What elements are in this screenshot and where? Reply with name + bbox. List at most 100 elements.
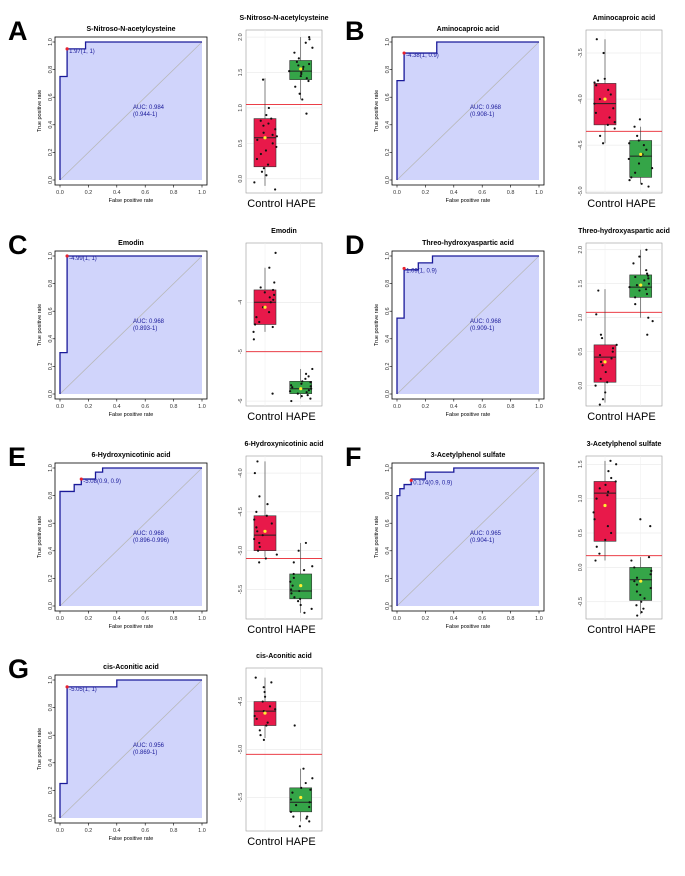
- box-data-point: [253, 323, 257, 326]
- box-ytick-label: -4.5: [238, 507, 244, 516]
- roc-ytick-label: 0.6: [385, 307, 391, 315]
- box-mean-point: [263, 305, 267, 309]
- roc-xtick-label: 1.0: [198, 190, 206, 196]
- box-data-point: [292, 815, 295, 818]
- box-data-point: [309, 381, 312, 384]
- box-data-point: [599, 377, 602, 380]
- roc-ytick-label: 0.4: [48, 759, 54, 767]
- roc-diagonal: [59, 255, 203, 395]
- roc-ylabel: True positive rate: [37, 516, 43, 558]
- box-ytick-label: -3.5: [578, 48, 584, 57]
- box-data-point: [607, 490, 610, 493]
- roc-xtick-label: 0.4: [113, 190, 121, 196]
- box-ytick-label: -5.5: [238, 585, 244, 594]
- box-data-point: [635, 590, 639, 593]
- box-data-point: [256, 460, 259, 463]
- roc-xlabel: False positive rate: [109, 836, 154, 842]
- roc-ylabel: True positive rate: [37, 304, 43, 346]
- roc-xtick-label: 0.0: [56, 404, 64, 410]
- box-data-point: [606, 123, 609, 126]
- roc-xlabel: False positive rate: [446, 198, 491, 204]
- box-group-label: Control: [587, 411, 622, 423]
- panel-label: C: [8, 230, 28, 260]
- box-hape: HAPE: [286, 541, 316, 636]
- box-data-point: [606, 381, 609, 384]
- box-group-label: HAPE: [286, 198, 316, 210]
- box-mean-point: [299, 67, 303, 71]
- box-data-point: [302, 569, 306, 572]
- box-data-point: [275, 135, 278, 138]
- box-data-point: [264, 557, 267, 560]
- box-data-point: [643, 279, 646, 282]
- box-data-point: [292, 561, 295, 564]
- box-data-point: [268, 296, 271, 299]
- box-mean-point: [639, 283, 643, 287]
- box-data-point: [634, 171, 637, 174]
- roc-auc-text: AUC: 0.968: [133, 531, 165, 537]
- box-data-point: [293, 596, 296, 599]
- box-data-point: [609, 459, 612, 462]
- roc-plot: S-Nitroso-N-acetylcysteine 1.97(1, 1) AUC:…: [37, 26, 208, 204]
- roc-threshold-label: -4.38(1, 0.9): [406, 53, 439, 59]
- roc-ytick-label: 0.0: [385, 390, 391, 398]
- box-data-point: [594, 384, 597, 387]
- box-data-point: [302, 65, 305, 68]
- roc-ytick-label: 0.2: [385, 149, 391, 157]
- roc-ytick-label: 0.6: [48, 519, 54, 527]
- box-data-point: [637, 162, 641, 165]
- roc-xlabel: False positive rate: [109, 198, 154, 204]
- box-data-point: [635, 284, 639, 287]
- box-group-label: Control: [247, 198, 282, 210]
- box-data-point: [647, 277, 650, 280]
- box-data-point: [299, 74, 302, 78]
- box-data-point: [300, 395, 303, 398]
- box-data-point: [604, 538, 607, 542]
- box-data-point: [262, 124, 265, 127]
- box-data-point: [306, 815, 309, 818]
- box-data-point: [289, 580, 292, 583]
- roc-plot: Threo-hydroxyaspartic acid 1.09(1, 0.9) AU…: [374, 240, 545, 418]
- box-ytick-label: 0.5: [578, 348, 584, 356]
- box-iqr: [289, 787, 313, 813]
- box-data-point: [258, 541, 261, 545]
- box-group-label: HAPE: [286, 411, 316, 423]
- box-data-point: [304, 781, 307, 785]
- box-ytick-label: -6: [238, 399, 244, 404]
- box-data-point: [255, 526, 258, 529]
- box-data-point: [305, 77, 308, 80]
- box-data-point: [267, 311, 271, 314]
- roc-threshold-point: [65, 254, 69, 258]
- box-ytick-label: 0.0: [578, 382, 584, 390]
- roc-xlabel: False positive rate: [109, 412, 154, 418]
- box-data-point: [599, 333, 603, 336]
- roc-frame: [54, 462, 208, 612]
- box-ytick-label: 0.5: [238, 140, 244, 148]
- box-group-label: HAPE: [286, 624, 316, 636]
- box-data-point: [304, 372, 308, 375]
- box-data-point: [258, 495, 261, 498]
- box-data-point: [311, 46, 314, 49]
- roc-ylabel: True positive rate: [37, 728, 43, 770]
- box-data-point: [308, 820, 311, 823]
- roc-ytick-label: 0.4: [385, 547, 391, 555]
- box-data-point: [646, 274, 650, 277]
- box-data-point: [595, 313, 598, 316]
- box-data-point: [272, 298, 275, 301]
- roc-xtick-label: 0.2: [85, 616, 93, 622]
- box-group-label: HAPE: [626, 624, 656, 636]
- roc-xtick-label: 0.8: [170, 190, 178, 196]
- box-data-point: [604, 483, 607, 486]
- box-data-point: [305, 391, 308, 394]
- roc-frame: [391, 36, 545, 186]
- box-hape: HAPE: [626, 248, 656, 423]
- box-data-point: [253, 714, 256, 718]
- box-data-point: [272, 293, 276, 296]
- roc-xtick-label: 0.0: [56, 616, 64, 622]
- box-data-point: [649, 525, 652, 528]
- roc-auc-ci: (0.896-0.996): [133, 538, 169, 544]
- roc-ylabel: True positive rate: [374, 304, 380, 346]
- box-data-point: [293, 724, 296, 727]
- box-data-point: [615, 463, 618, 466]
- box-data-point: [307, 79, 310, 83]
- box-data-point: [644, 288, 648, 291]
